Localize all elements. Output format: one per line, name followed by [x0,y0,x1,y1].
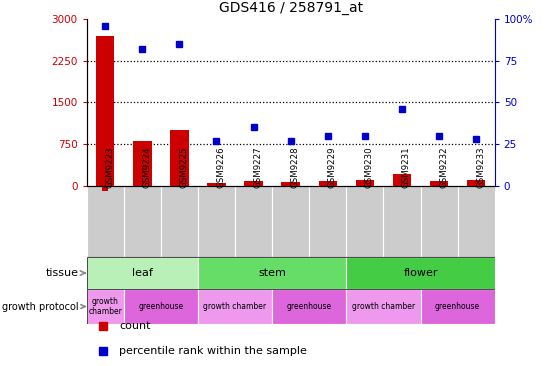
Text: percentile rank within the sample: percentile rank within the sample [119,346,307,356]
Bar [393,175,411,186]
Text: greenhouse: greenhouse [287,302,332,311]
Bar [96,36,115,186]
Bar [347,257,495,289]
Bar [272,186,309,257]
Text: GSM9225: GSM9225 [179,146,188,188]
Bar [319,181,337,186]
Text: flower: flower [403,268,438,278]
Bar [207,183,226,186]
Bar [177,186,182,187]
Text: growth chamber: growth chamber [352,302,415,311]
Text: GSM9230: GSM9230 [365,146,374,188]
Bar [133,141,151,186]
Text: GSM9233: GSM9233 [476,146,485,188]
Bar [161,186,198,257]
Text: GSM9226: GSM9226 [216,146,225,188]
Bar [198,186,235,257]
Bar [87,289,124,324]
Text: greenhouse: greenhouse [435,302,480,311]
Bar [170,130,189,186]
Bar [420,186,458,257]
Text: GSM9231: GSM9231 [402,146,411,188]
Bar [235,186,272,257]
Bar [309,186,347,257]
Bar [347,289,420,324]
Bar [102,186,108,191]
Text: leaf: leaf [132,268,153,278]
Title: GDS416 / 258791_at: GDS416 / 258791_at [219,1,363,15]
Text: count: count [119,321,151,331]
Bar [198,257,347,289]
Text: GSM9227: GSM9227 [254,146,263,188]
Bar [87,186,124,257]
Text: tissue: tissue [45,268,85,278]
Text: greenhouse: greenhouse [138,302,183,311]
Bar [383,186,420,257]
Bar [272,289,347,324]
Text: stem: stem [258,268,286,278]
Bar [87,257,198,289]
Text: GSM9232: GSM9232 [439,146,448,188]
Bar [467,180,485,186]
Text: growth chamber: growth chamber [203,302,267,311]
Text: GSM9223: GSM9223 [105,146,114,188]
Text: GSM9229: GSM9229 [328,146,337,188]
Bar [458,186,495,257]
Text: growth
chamber: growth chamber [88,297,122,316]
Bar [139,186,145,187]
Bar [124,289,198,324]
Bar [124,186,161,257]
Bar [347,186,383,257]
Bar [430,180,448,186]
Text: growth protocol: growth protocol [2,302,85,311]
Bar [356,180,374,186]
Text: GSM9224: GSM9224 [143,146,151,188]
Text: GSM9228: GSM9228 [291,146,300,188]
Bar [198,289,272,324]
Bar [420,289,495,324]
Bar [244,181,263,186]
Bar [281,182,300,186]
